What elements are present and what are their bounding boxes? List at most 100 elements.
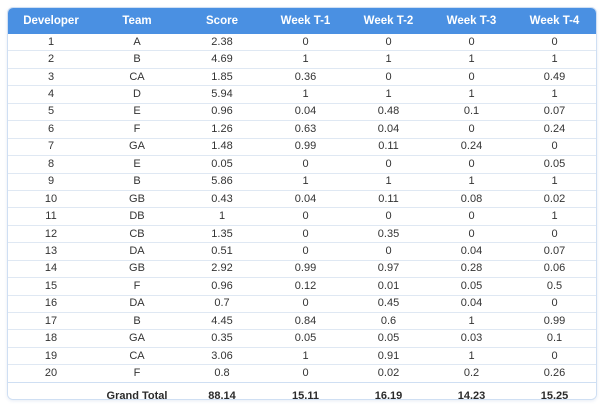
cell-week-t2: 0	[347, 155, 430, 174]
total-week-t4: 15.25	[513, 381, 596, 399]
cell-week-t1: 1	[264, 50, 347, 69]
cell-week-t2: 0.02	[377, 367, 400, 380]
cell-week-t4: 0.02	[513, 190, 596, 209]
cell-team: E	[94, 103, 180, 122]
column-header-team[interactable]: Team	[122, 15, 152, 27]
cell-week-t3: 0.2	[463, 367, 480, 380]
table-row: 3 CA 1.85 0.36 0 0 0.49	[8, 68, 596, 87]
cell-week-t3: 0.28	[430, 260, 513, 279]
cell-score: 0.96	[180, 277, 264, 296]
column-header-week-t3[interactable]: Week T-3	[446, 15, 497, 27]
cell-week-t3: 1	[430, 50, 513, 69]
cell-score: 0.43	[180, 190, 264, 209]
cell-team: GA	[94, 138, 180, 157]
table-row: 1 A 2.38 0 0 0 0	[8, 34, 596, 52]
cell-week-t2: 1	[347, 173, 430, 191]
cell-week-t2: 0.45	[347, 295, 430, 314]
grand-total-label: Grand Total	[94, 381, 180, 399]
table-row: 5 E 0.96 0.04 0.48 0.1 0.07	[8, 103, 596, 122]
cell-score: 2.38	[180, 34, 264, 52]
cell-score: 0.51	[180, 242, 264, 261]
cell-score: 1.35	[180, 225, 264, 244]
table-row: 10 GB 0.43 0.04 0.11 0.08 0.02	[8, 190, 596, 209]
table-row: 9 B 5.86 1 1 1 1	[8, 173, 596, 191]
cell-week-t1: 0	[264, 207, 347, 226]
cell-week-t3: 0.08	[430, 190, 513, 209]
cell-team: E	[94, 155, 180, 174]
cell-score: 1	[180, 207, 264, 226]
cell-week-t2: 0	[347, 207, 430, 226]
cell-week-t1: 0.04	[264, 190, 347, 209]
cell-week-t3: 0.04	[430, 295, 513, 314]
cell-week-t2: 0.6	[347, 312, 430, 331]
cell-week-t4: 0	[513, 347, 596, 366]
cell-score: 5.94	[180, 85, 264, 104]
table-row: 18 GA 0.35 0.05 0.05 0.03 0.1	[8, 329, 596, 348]
cell-week-t3: 0	[430, 155, 513, 174]
table-row: 16 DA 0.7 0 0.45 0.04 0	[8, 295, 596, 314]
cell-developer: 9	[8, 173, 94, 191]
cell-score: 0.35	[180, 329, 264, 348]
cell-week-t4: 0.05	[513, 155, 596, 174]
cell-week-t2: 0.11	[347, 138, 430, 157]
column-header-developer[interactable]: Developer	[23, 15, 79, 27]
column-header-week-t2[interactable]: Week T-2	[363, 15, 414, 27]
cell-week-t2: 0.05	[347, 329, 430, 348]
cell-week-t1: 0	[264, 242, 347, 261]
cell-developer: 3	[8, 68, 94, 87]
cell-week-t4: 0.06	[513, 260, 596, 279]
cell-week-t1: 1	[264, 347, 347, 366]
cell-team: F	[133, 367, 141, 380]
cell-week-t1: 1	[264, 85, 347, 104]
cell-score: 2.92	[180, 260, 264, 279]
cell-score: 0.96	[180, 103, 264, 122]
header-row: Developer Team Score Week T-1 Week T-2 Week T…	[8, 8, 596, 34]
total-week-t2: 16.19	[347, 381, 430, 399]
cell-week-t4: 0.26	[543, 367, 566, 380]
cell-score: 0.8	[214, 367, 230, 380]
cell-week-t1: 0.63	[264, 120, 347, 139]
cell-developer: 16	[8, 295, 94, 314]
total-week-t1: 15.11	[264, 381, 347, 399]
cell-team: DA	[94, 242, 180, 261]
cell-developer: 12	[8, 225, 94, 244]
cell-developer: 17	[8, 312, 94, 331]
cell-week-t3: 1	[430, 347, 513, 366]
cell-team: GB	[94, 190, 180, 209]
cell-team: DA	[94, 295, 180, 314]
column-header-score[interactable]: Score	[206, 15, 238, 27]
cell-week-t4: 0.5	[513, 277, 596, 296]
cell-team: F	[94, 120, 180, 139]
cell-score: 1.26	[180, 120, 264, 139]
table-header: Developer Team Score Week T-1 Week T-2 Week T…	[8, 8, 596, 34]
cell-score: 4.45	[180, 312, 264, 331]
column-header-week-t1[interactable]: Week T-1	[280, 15, 331, 27]
cell-week-t4: 0	[513, 34, 596, 52]
cell-week-t2: 0.48	[347, 103, 430, 122]
cell-week-t1: 0.36	[264, 68, 347, 87]
cell-team: CB	[94, 225, 180, 244]
cell-week-t3: 0.04	[430, 242, 513, 261]
cell-developer: 11	[8, 207, 94, 226]
table-row: 15 F 0.96 0.12 0.01 0.05 0.5	[8, 277, 596, 296]
cell-week-t4: 0.07	[513, 242, 596, 261]
cell-score: 1.85	[180, 68, 264, 87]
column-header-week-t4[interactable]: Week T-4	[529, 15, 580, 27]
table-row: 2 B 4.69 1 1 1 1	[8, 50, 596, 69]
cell-team: CA	[94, 347, 180, 366]
cell-week-t1: 0.05	[264, 329, 347, 348]
cell-week-t3: 1	[430, 173, 513, 191]
cell-week-t2: 0	[347, 68, 430, 87]
cell-team: A	[94, 34, 180, 52]
cell-week-t1: 0.99	[264, 138, 347, 157]
cell-week-t3: 1	[430, 312, 513, 331]
table-row: 17 B 4.45 0.84 0.6 1 0.99	[8, 312, 596, 331]
cell-week-t2: 0.91	[347, 347, 430, 366]
cell-week-t1: 0	[264, 295, 347, 314]
table-footer: Grand Total 88.14 15.11 16.19 14.23 15.25	[8, 381, 596, 399]
cell-week-t4: 0	[513, 225, 596, 244]
total-week-t3: 14.23	[430, 381, 513, 399]
cell-week-t2: 0.01	[347, 277, 430, 296]
cell-week-t1: 0.99	[264, 260, 347, 279]
table-row: 6 F 1.26 0.63 0.04 0 0.24	[8, 120, 596, 139]
